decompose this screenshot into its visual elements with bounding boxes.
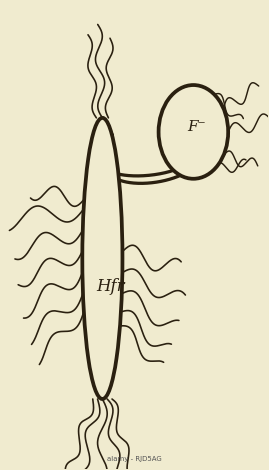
Ellipse shape bbox=[159, 85, 228, 179]
Ellipse shape bbox=[82, 118, 122, 399]
Text: F⁻: F⁻ bbox=[187, 120, 205, 134]
Text: Hfr: Hfr bbox=[96, 278, 125, 295]
Text: alamy - RJD5AG: alamy - RJD5AG bbox=[107, 456, 162, 462]
